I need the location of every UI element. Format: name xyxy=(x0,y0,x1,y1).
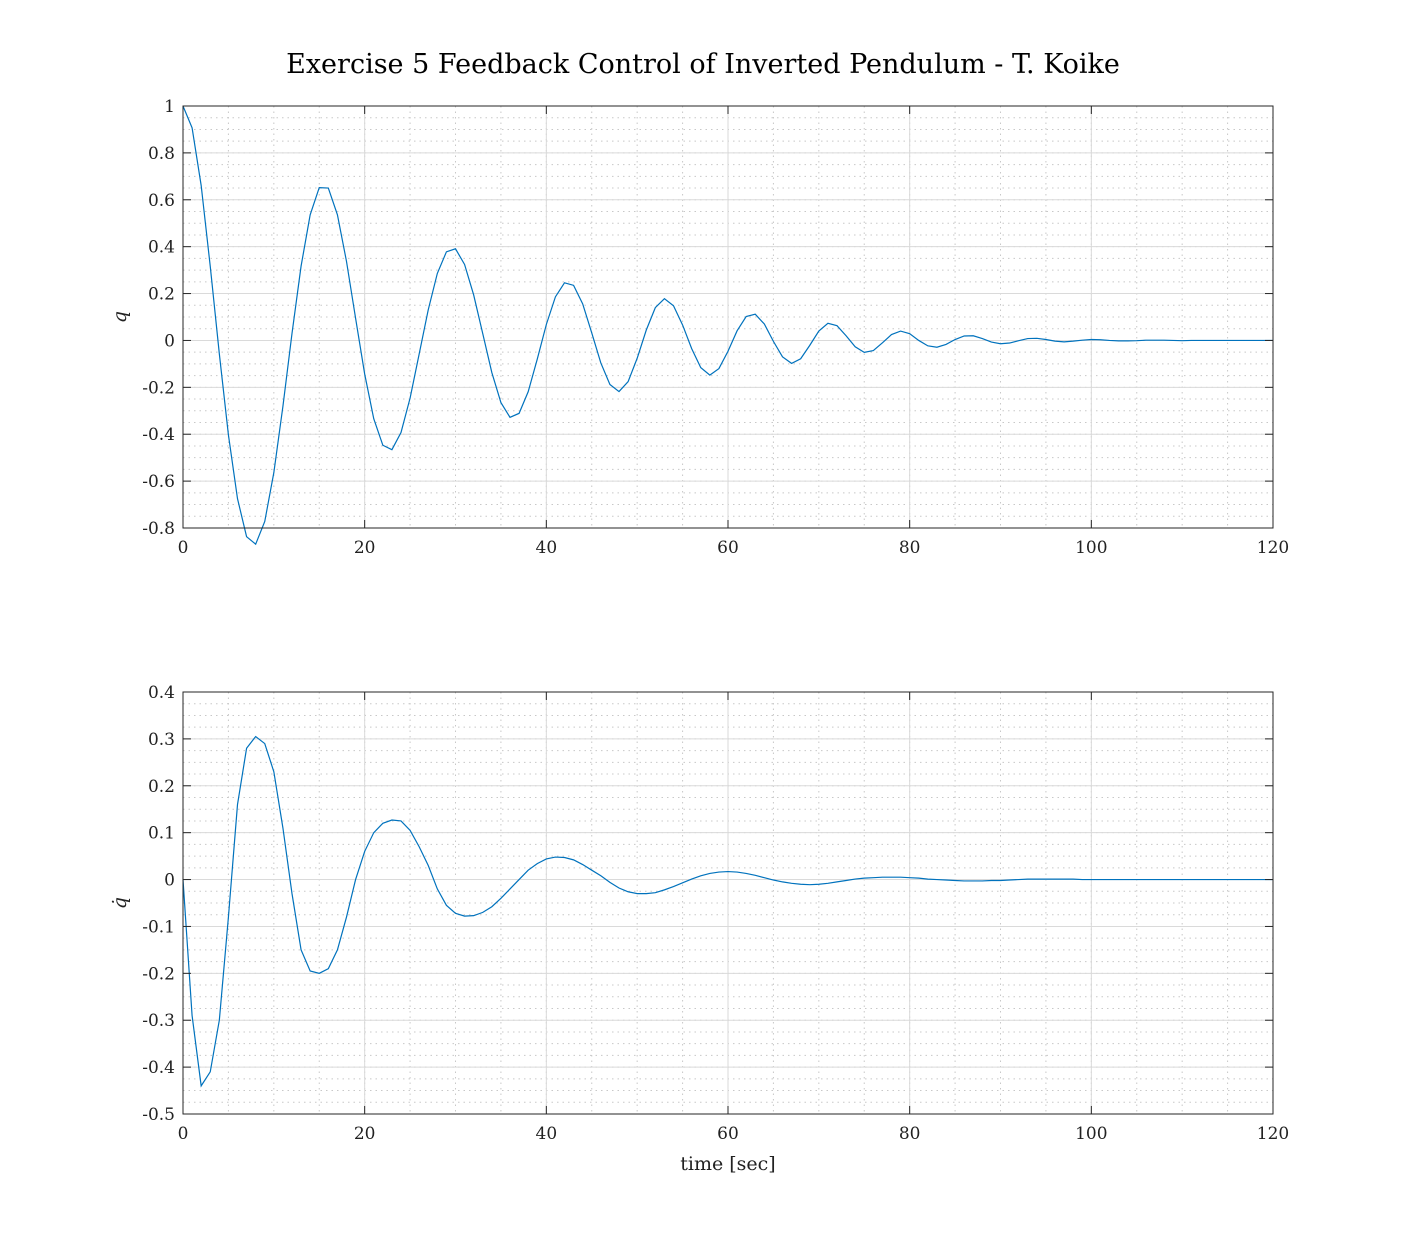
qdot-plot-y-tick-label: -0.2 xyxy=(142,964,175,984)
q-plot-ticks xyxy=(182,105,1274,529)
q-plot-y-tick-label: 0.4 xyxy=(148,238,175,258)
qdot-plot-x-tick-label: 60 xyxy=(717,1124,739,1144)
qdot-plot-y-tick-label: -0.3 xyxy=(142,1011,175,1031)
q-plot-x-tick-label: 80 xyxy=(899,538,921,558)
q-plot-y-tick-label: 0.6 xyxy=(148,191,175,211)
qdot-plot-x-tick-label: 100 xyxy=(1075,1124,1107,1144)
q-plot-x-tick-label: 60 xyxy=(717,538,739,558)
q-plot-y-tick-label: 0 xyxy=(164,331,175,351)
qdot-plot-x-tick-label: 0 xyxy=(178,1124,189,1144)
q-plot-y-axis-label: q xyxy=(109,311,131,323)
q-plot-x-tick-label: 120 xyxy=(1257,538,1289,558)
qdot-plot-y-tick-label: -0.4 xyxy=(142,1058,175,1078)
q-plot-major-grid xyxy=(182,105,1274,529)
qdot-plot-x-tick-labels: 0 20 40 60 80 100 120 xyxy=(178,1124,1290,1144)
q-plot-y-tick-label: -0.2 xyxy=(142,378,175,398)
qdot-plot-x-tick-label: 40 xyxy=(536,1124,558,1144)
qdot-plot-y-tick-label: 0 xyxy=(164,871,175,891)
q-plot: 0 20 40 60 80 100 120 -0.8 -0.6 -0.4 -0.2 0 0.2 0.4 0… xyxy=(109,97,1289,558)
qdot-series-line xyxy=(182,735,1273,1088)
qdot-plot-x-tick-label: 120 xyxy=(1257,1124,1289,1144)
figure-title: Exercise 5 Feedback Control of Inverted … xyxy=(286,49,1120,80)
q-plot-y-tick-label: 0.2 xyxy=(148,285,175,305)
q-plot-x-tick-label: 20 xyxy=(354,538,376,558)
qdot-plot-y-tick-label: 0.4 xyxy=(148,683,175,703)
qdot-plot-x-axis-label: time [sec] xyxy=(680,1153,775,1175)
qdot-plot-y-tick-label: 0.2 xyxy=(148,777,175,797)
qdot-plot-x-tick-label: 20 xyxy=(354,1124,376,1144)
qdot-plot-y-tick-label: 0.1 xyxy=(148,824,175,844)
q-plot-y-tick-label: 1 xyxy=(164,97,175,117)
qdot-plot-y-axis-label: q̇ xyxy=(109,897,131,909)
qdot-plot-y-tick-label: -0.5 xyxy=(142,1105,175,1125)
q-series-line xyxy=(182,105,1273,546)
qdot-plot-y-tick-labels: -0.5 -0.4 -0.3 -0.2 -0.1 0 0.1 0.2 0.3 0.4 xyxy=(142,683,175,1125)
q-plot-y-tick-label: 0.8 xyxy=(148,144,175,164)
qdot-plot-y-tick-label: 0.3 xyxy=(148,730,175,750)
q-plot-x-tick-labels: 0 20 40 60 80 100 120 xyxy=(178,538,1290,558)
qdot-plot-major-grid xyxy=(182,691,1274,1115)
q-plot-y-tick-labels: -0.8 -0.6 -0.4 -0.2 0 0.2 0.4 0.6 0.8 1 xyxy=(142,97,175,539)
q-plot-x-tick-label: 0 xyxy=(178,538,189,558)
qdot-plot-y-tick-label: -0.1 xyxy=(142,917,175,937)
qdot-plot-x-tick-label: 80 xyxy=(899,1124,921,1144)
q-plot-y-tick-label: -0.8 xyxy=(142,519,175,539)
q-plot-x-tick-label: 40 xyxy=(536,538,558,558)
q-plot-y-tick-label: -0.4 xyxy=(142,425,175,445)
q-plot-y-tick-label: -0.6 xyxy=(142,472,175,492)
qdot-plot-ticks xyxy=(182,691,1274,1115)
q-plot-x-tick-label: 100 xyxy=(1075,538,1107,558)
qdot-plot: 0 20 40 60 80 100 120 -0.5 -0.4 -0.3 -0.2 -0.1 0 0.1… xyxy=(109,683,1289,1175)
